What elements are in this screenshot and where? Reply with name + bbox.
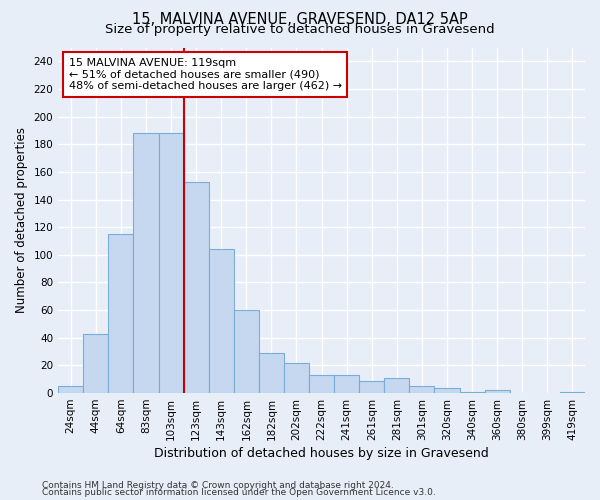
Bar	[560, 392, 585, 393]
Text: Contains public sector information licensed under the Open Government Licence v3: Contains public sector information licen…	[42, 488, 436, 497]
Bar	[334, 375, 359, 393]
Bar	[58, 386, 83, 393]
Text: 15, MALVINA AVENUE, GRAVESEND, DA12 5AP: 15, MALVINA AVENUE, GRAVESEND, DA12 5AP	[132, 12, 468, 28]
Bar	[284, 362, 309, 393]
Bar	[434, 388, 460, 393]
Bar	[234, 310, 259, 393]
Bar	[385, 378, 409, 393]
Bar	[209, 250, 234, 393]
Bar	[83, 334, 109, 393]
Y-axis label: Number of detached properties: Number of detached properties	[15, 128, 28, 314]
Text: Size of property relative to detached houses in Gravesend: Size of property relative to detached ho…	[105, 22, 495, 36]
Bar	[359, 380, 385, 393]
Bar	[409, 386, 434, 393]
Bar	[158, 133, 184, 393]
Bar	[259, 353, 284, 393]
Text: 15 MALVINA AVENUE: 119sqm
← 51% of detached houses are smaller (490)
48% of semi: 15 MALVINA AVENUE: 119sqm ← 51% of detac…	[69, 58, 342, 91]
Text: Contains HM Land Registry data © Crown copyright and database right 2024.: Contains HM Land Registry data © Crown c…	[42, 480, 394, 490]
X-axis label: Distribution of detached houses by size in Gravesend: Distribution of detached houses by size …	[154, 447, 489, 460]
Bar	[460, 392, 485, 393]
Bar	[109, 234, 133, 393]
Bar	[309, 375, 334, 393]
Bar	[485, 390, 510, 393]
Bar	[133, 133, 158, 393]
Bar	[184, 182, 209, 393]
